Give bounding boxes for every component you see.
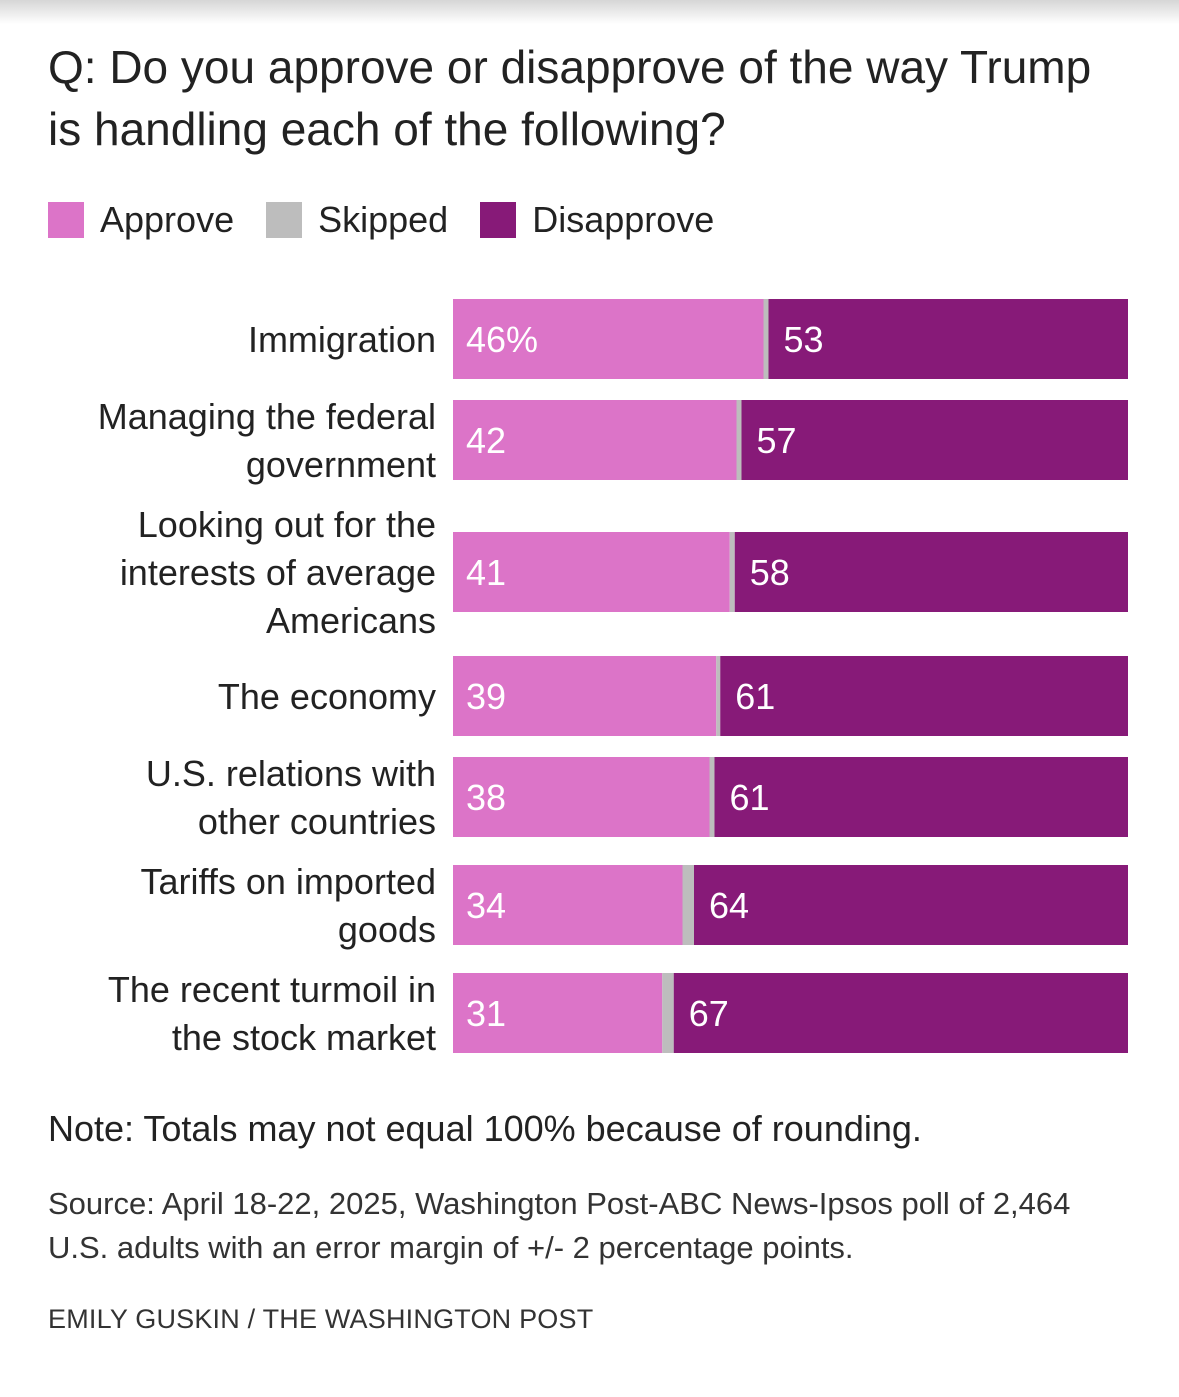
category-label: government xyxy=(246,444,436,485)
bar-skipped xyxy=(763,299,769,379)
legend-label-approve: Approve xyxy=(100,199,235,240)
category-label: Tariffs on imported xyxy=(141,861,436,902)
chart-note: Note: Totals may not equal 100% because … xyxy=(48,1108,922,1149)
category-label: Americans xyxy=(266,600,436,641)
legend-label-skipped: Skipped xyxy=(318,199,449,240)
bar-approve xyxy=(453,865,683,945)
bar-disapprove xyxy=(694,865,1128,945)
bar-disapprove xyxy=(714,757,1128,837)
value-label-approve: 46% xyxy=(466,319,538,360)
category-label: Looking out for the xyxy=(138,504,436,545)
legend-swatch-skipped xyxy=(266,202,303,238)
bar-disapprove xyxy=(734,532,1128,612)
value-label-disapprove: 67 xyxy=(689,993,729,1034)
legend-swatch-disapprove xyxy=(480,202,517,238)
bar-disapprove xyxy=(673,973,1128,1053)
category-label: U.S. relations with xyxy=(146,753,436,794)
chart-credit: EMILY GUSKIN / THE WASHINGTON POST xyxy=(48,1304,594,1334)
bar-skipped xyxy=(729,532,735,612)
bar-disapprove xyxy=(720,656,1128,736)
legend-label-disapprove: Disapprove xyxy=(532,199,715,240)
category-label: interests of average xyxy=(120,552,436,593)
value-label-approve: 34 xyxy=(466,885,506,926)
category-label: goods xyxy=(338,909,436,950)
bar-approve xyxy=(453,532,730,612)
category-label: The recent turmoil in xyxy=(108,969,436,1010)
value-label-disapprove: 53 xyxy=(784,319,824,360)
value-label-disapprove: 57 xyxy=(757,420,797,461)
chart-title: Q: Do you approve or disapprove of the w… xyxy=(48,41,1092,155)
stacked-bar-chart: Immigration 46% 53 Managing the federal gove… xyxy=(98,299,1128,1058)
value-label-approve: 31 xyxy=(466,993,506,1034)
bar-approve xyxy=(453,973,663,1053)
bar-approve xyxy=(453,656,717,736)
bar-disapprove xyxy=(741,400,1128,480)
value-label-disapprove: 58 xyxy=(750,552,790,593)
bar-skipped xyxy=(716,656,721,736)
value-label-approve: 38 xyxy=(466,777,506,818)
legend-item-approve: Approve xyxy=(48,199,234,241)
legend-swatch-approve xyxy=(48,202,84,238)
legend: Approve Skipped Disapprove xyxy=(48,196,746,244)
value-label-disapprove: 64 xyxy=(709,885,749,926)
chart-source: Source: April 18-22, 2025, Washington Po… xyxy=(48,1186,1071,1265)
legend-item-disapprove: Disapprove xyxy=(480,199,714,241)
bar-disapprove xyxy=(768,299,1128,379)
value-label-disapprove: 61 xyxy=(735,676,775,717)
category-label: Immigration xyxy=(248,319,436,360)
category-label: other countries xyxy=(198,801,436,842)
value-label-approve: 41 xyxy=(466,552,506,593)
category-label: Managing the federal xyxy=(98,396,436,437)
bar-approve xyxy=(453,299,764,379)
value-label-approve: 42 xyxy=(466,420,506,461)
top-shadow xyxy=(0,0,1179,24)
bar-skipped xyxy=(662,973,674,1053)
bar-approve xyxy=(453,400,737,480)
bar-approve xyxy=(453,757,710,837)
value-label-disapprove: 61 xyxy=(730,777,770,818)
bar-skipped xyxy=(682,865,694,945)
bar-skipped xyxy=(709,757,715,837)
legend-item-skipped: Skipped xyxy=(266,199,448,241)
category-label: the stock market xyxy=(172,1017,436,1058)
category-label: The economy xyxy=(218,676,436,717)
value-label-approve: 39 xyxy=(466,676,506,717)
bar-skipped xyxy=(736,400,742,480)
